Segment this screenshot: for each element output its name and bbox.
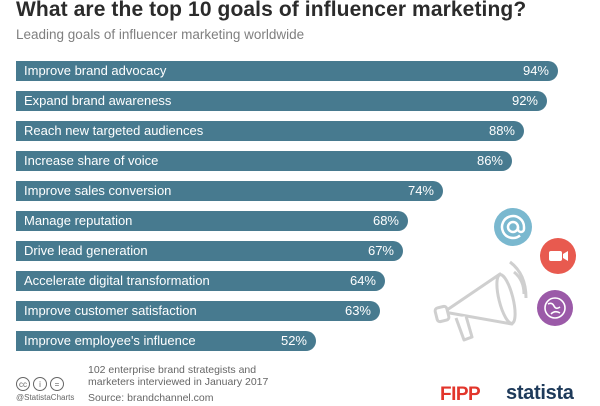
at-sign-icon [494,208,532,246]
globe-icon [537,290,573,326]
bar-value-label: 94% [522,63,549,78]
bar-label: Reach new targeted audiences [24,123,204,138]
bar-value-label: 63% [344,303,371,318]
bar-value-label: 67% [367,243,394,258]
bar-value-label: 52% [280,333,307,348]
bar: Improve employee's influence 52% [16,331,316,351]
attribution-icon: i [33,377,47,391]
bar: Increase share of voice 86% [16,151,512,171]
bar-value-label: 86% [476,153,503,168]
bar-label: Improve sales conversion [24,183,172,198]
survey-note: 102 enterprise brand strategists and mar… [88,364,269,388]
bar-label: Manage reputation [24,213,133,228]
cc-icon: cc [16,377,30,391]
bar-value-label: 74% [407,183,434,198]
bar: Drive lead generation 67% [16,241,403,261]
bar: Improve sales conversion 74% [16,181,443,201]
no-derivatives-icon: = [50,377,64,391]
bar-value-label: 68% [372,213,399,228]
video-camera-icon [540,238,576,274]
bar: Manage reputation 68% [16,211,408,231]
chart-title: What are the top 10 goals of influencer … [16,0,527,21]
bar-value-label: 88% [488,123,515,138]
megaphone-icon [433,260,528,342]
bar-value-label: 64% [349,273,376,288]
bar-label: Improve customer satisfaction [24,303,197,318]
license-icons: cc i = [16,374,67,392]
bar: Accelerate digital transformation 64% [16,271,385,291]
bar: Reach new targeted audiences 88% [16,121,524,141]
bar-label: Drive lead generation [24,243,148,258]
bar: Improve customer satisfaction 63% [16,301,380,321]
bar-value-label: 92% [511,93,538,108]
bar-label: Increase share of voice [24,153,159,168]
bar-label: Accelerate digital transformation [24,273,210,288]
bar-label: Improve employee's influence [24,333,196,348]
statista-logo: statista [506,382,574,404]
bar: Improve brand advocacy 94% [16,61,558,81]
chart-subtitle: Leading goals of influencer marketing wo… [16,27,305,42]
bar: Expand brand awareness 92% [16,91,547,111]
statista-handle: @StatistaCharts [16,393,75,402]
source-note[interactable]: Source: brandchannel.com [88,392,214,404]
bar-label: Improve brand advocacy [24,63,167,78]
fipp-logo: FIPP [440,384,481,405]
bar-label: Expand brand awareness [24,93,172,108]
